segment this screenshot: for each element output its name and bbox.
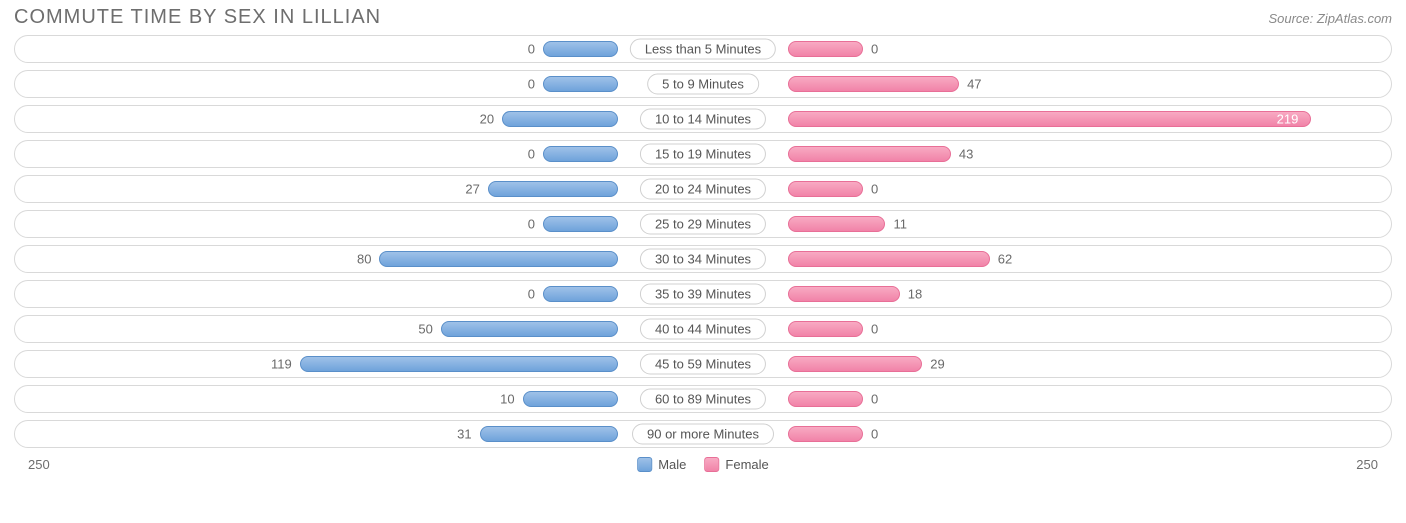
value-label-female: 18 (908, 287, 922, 302)
chart-header: COMMUTE TIME BY SEX IN LILLIAN Source: Z… (0, 0, 1406, 31)
category-label: 20 to 24 Minutes (640, 179, 766, 200)
value-label-female: 29 (930, 357, 944, 372)
value-label-female: 0 (871, 42, 878, 57)
chart-row: 119 29 45 to 59 Minutes (14, 350, 1392, 378)
bar-female (788, 146, 951, 162)
value-label-female: 62 (998, 252, 1012, 267)
category-label: 15 to 19 Minutes (640, 144, 766, 165)
category-label: 40 to 44 Minutes (640, 319, 766, 340)
category-label: Less than 5 Minutes (630, 39, 776, 60)
chart-source: Source: ZipAtlas.com (1268, 11, 1392, 26)
category-label: 10 to 14 Minutes (640, 109, 766, 130)
value-label-male: 119 (271, 357, 292, 372)
chart-footer: 250 Male Female 250 (0, 455, 1406, 481)
bar-female (788, 321, 863, 337)
bar-male (543, 146, 618, 162)
legend-item-female: Female (704, 457, 768, 472)
value-label-male: 27 (465, 182, 479, 197)
axis-max-right: 250 (1356, 457, 1378, 472)
bar-male (543, 76, 618, 92)
value-label-male: 20 (480, 112, 494, 127)
value-label-male: 10 (500, 392, 514, 407)
chart-row: 0 11 25 to 29 Minutes (14, 210, 1392, 238)
bar-male (480, 426, 618, 442)
bar-male (441, 321, 618, 337)
legend-swatch-female (704, 457, 719, 472)
bar-female (788, 251, 990, 267)
bar-female (788, 426, 863, 442)
chart-row: 10 0 60 to 89 Minutes (14, 385, 1392, 413)
category-label: 90 or more Minutes (632, 424, 774, 445)
value-label-male: 50 (418, 322, 432, 337)
bar-male (502, 111, 618, 127)
legend-swatch-male (637, 457, 652, 472)
value-label-male: 0 (528, 42, 535, 57)
bar-female (788, 391, 863, 407)
chart-row: 31 0 90 or more Minutes (14, 420, 1392, 448)
value-label-female: 47 (967, 77, 981, 92)
category-label: 5 to 9 Minutes (647, 74, 759, 95)
category-label: 25 to 29 Minutes (640, 214, 766, 235)
legend-item-male: Male (637, 457, 686, 472)
value-label-female: 11 (893, 217, 907, 232)
chart-row: 0 18 35 to 39 Minutes (14, 280, 1392, 308)
chart-row: 0 47 5 to 9 Minutes (14, 70, 1392, 98)
bar-male (543, 41, 618, 57)
bar-male (300, 356, 618, 372)
value-label-male: 0 (528, 287, 535, 302)
value-label-female: 219 (1277, 112, 1299, 127)
chart-title: COMMUTE TIME BY SEX IN LILLIAN (14, 6, 381, 29)
chart-row: 27 0 20 to 24 Minutes (14, 175, 1392, 203)
value-label-female: 43 (959, 147, 973, 162)
chart-row: 50 0 40 to 44 Minutes (14, 315, 1392, 343)
value-label-female: 0 (871, 322, 878, 337)
chart-row: 0 0 Less than 5 Minutes (14, 35, 1392, 63)
value-label-male: 0 (528, 217, 535, 232)
value-label-male: 0 (528, 77, 535, 92)
category-label: 35 to 39 Minutes (640, 284, 766, 305)
bar-male (488, 181, 618, 197)
bar-male (379, 251, 618, 267)
value-label-female: 0 (871, 392, 878, 407)
bar-female (788, 111, 1311, 127)
chart-plot-area: 0 0 Less than 5 Minutes 0 47 5 to 9 Minutes 20… (0, 31, 1406, 448)
category-label: 30 to 34 Minutes (640, 249, 766, 270)
value-label-male: 0 (528, 147, 535, 162)
value-label-female: 0 (871, 427, 878, 442)
bar-female (788, 216, 885, 232)
bar-female (788, 356, 922, 372)
chart-row: 80 62 30 to 34 Minutes (14, 245, 1392, 273)
bar-female (788, 76, 959, 92)
chart-row: 0 43 15 to 19 Minutes (14, 140, 1392, 168)
chart-row: 20 219 10 to 14 Minutes (14, 105, 1392, 133)
legend-label-female: Female (725, 457, 768, 472)
value-label-male: 31 (457, 427, 471, 442)
value-label-male: 80 (357, 252, 371, 267)
value-label-female: 0 (871, 182, 878, 197)
bar-female (788, 181, 863, 197)
bar-male (543, 216, 618, 232)
axis-max-left: 250 (28, 457, 50, 472)
bar-female (788, 41, 863, 57)
bar-female (788, 286, 900, 302)
category-label: 60 to 89 Minutes (640, 389, 766, 410)
legend-label-male: Male (658, 457, 686, 472)
legend: Male Female (637, 457, 769, 472)
bar-male (543, 286, 618, 302)
category-label: 45 to 59 Minutes (640, 354, 766, 375)
bar-male (523, 391, 618, 407)
